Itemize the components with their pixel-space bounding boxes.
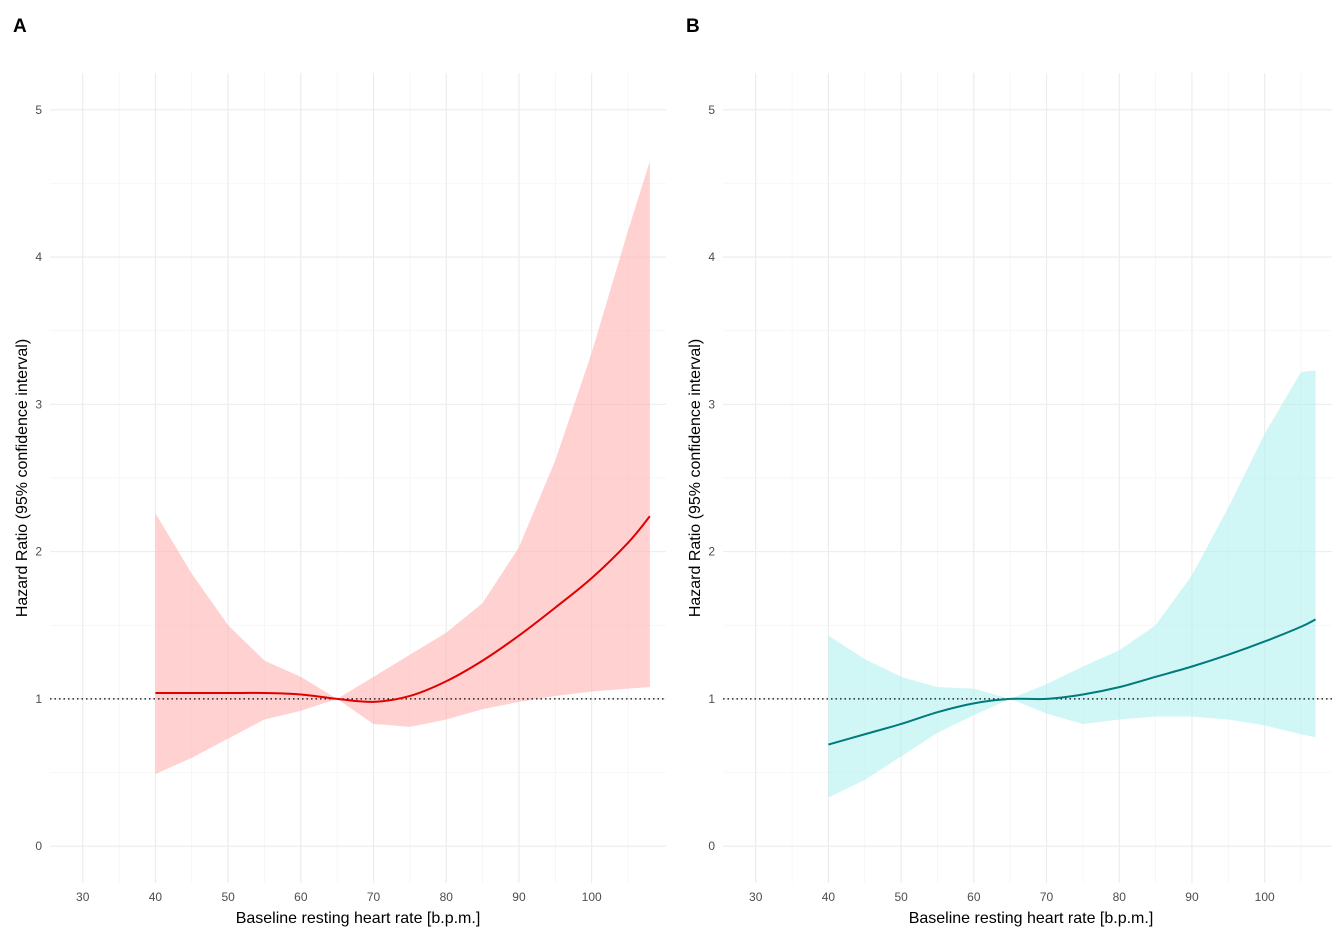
x-tick-labels: 30 40 50 60 70 80 90 100 (76, 890, 602, 904)
x-tick-label: 30 (76, 890, 90, 904)
chart-panel-b: B 0 1 2 3 4 5 30 40 50 60 70 80 90 100 Baseline rest… (673, 0, 1332, 927)
ci-band (155, 161, 650, 775)
x-tick-label: 100 (1255, 890, 1275, 904)
x-tick-label: 90 (1185, 890, 1199, 904)
y-tick-label: 1 (708, 692, 715, 706)
x-tick-label: 70 (1040, 890, 1054, 904)
x-tick-label: 80 (1113, 890, 1127, 904)
chart-panel-a: A 0 1 2 3 4 5 30 40 50 60 70 80 90 100 Baseline rest… (13, 16, 666, 927)
y-tick-label: 5 (708, 103, 715, 117)
panel-label: B (686, 16, 700, 37)
x-axis-title: Baseline resting heart rate [b.p.m.] (909, 910, 1154, 927)
chart-a-svg: 0 1 2 3 4 5 30 40 50 60 70 80 90 100 Baseline restin… (14, 73, 666, 927)
y-tick-labels: 0 1 2 3 4 5 (708, 103, 715, 853)
y-tick-label: 2 (35, 545, 42, 559)
x-tick-label: 30 (749, 890, 763, 904)
x-tick-label: 40 (822, 890, 836, 904)
confidence-band (828, 370, 1316, 798)
y-tick-label: 0 (708, 839, 715, 853)
x-tick-label: 50 (894, 890, 908, 904)
y-tick-label: 1 (35, 692, 42, 706)
hazard-ratio-line (828, 618, 1317, 746)
y-axis-title: Hazard Ratio (95% confidence interval) (687, 339, 704, 617)
hr-curve (155, 515, 651, 703)
y-tick-label: 5 (35, 103, 42, 117)
y-tick-label: 0 (35, 839, 42, 853)
hazard-ratio-line (155, 515, 651, 703)
ci-band (828, 370, 1316, 798)
y-tick-label: 4 (708, 250, 715, 264)
x-tick-label: 70 (367, 890, 381, 904)
x-tick-label: 60 (294, 890, 308, 904)
chart-b-svg: 0 1 2 3 4 5 30 40 50 60 70 80 90 100 Baseline restin… (687, 73, 1332, 927)
x-tick-label: 60 (967, 890, 981, 904)
y-tick-label: 3 (708, 397, 715, 411)
x-tick-label: 90 (512, 890, 526, 904)
x-tick-label: 40 (149, 890, 163, 904)
x-axis-title: Baseline resting heart rate [b.p.m.] (236, 910, 481, 927)
hr-curve (828, 618, 1317, 746)
confidence-band (155, 161, 650, 775)
y-tick-label: 4 (35, 250, 42, 264)
x-tick-label: 80 (440, 890, 454, 904)
y-tick-label: 2 (708, 545, 715, 559)
y-axis-title: Hazard Ratio (95% confidence interval) (14, 339, 31, 617)
x-tick-label: 100 (582, 890, 602, 904)
x-tick-labels: 30 40 50 60 70 80 90 100 (749, 890, 1275, 904)
grid-lines (723, 73, 1332, 883)
y-tick-labels: 0 1 2 3 4 5 (35, 103, 42, 853)
y-tick-label: 3 (35, 397, 42, 411)
panel-label: A (13, 16, 27, 37)
x-tick-label: 50 (221, 890, 235, 904)
